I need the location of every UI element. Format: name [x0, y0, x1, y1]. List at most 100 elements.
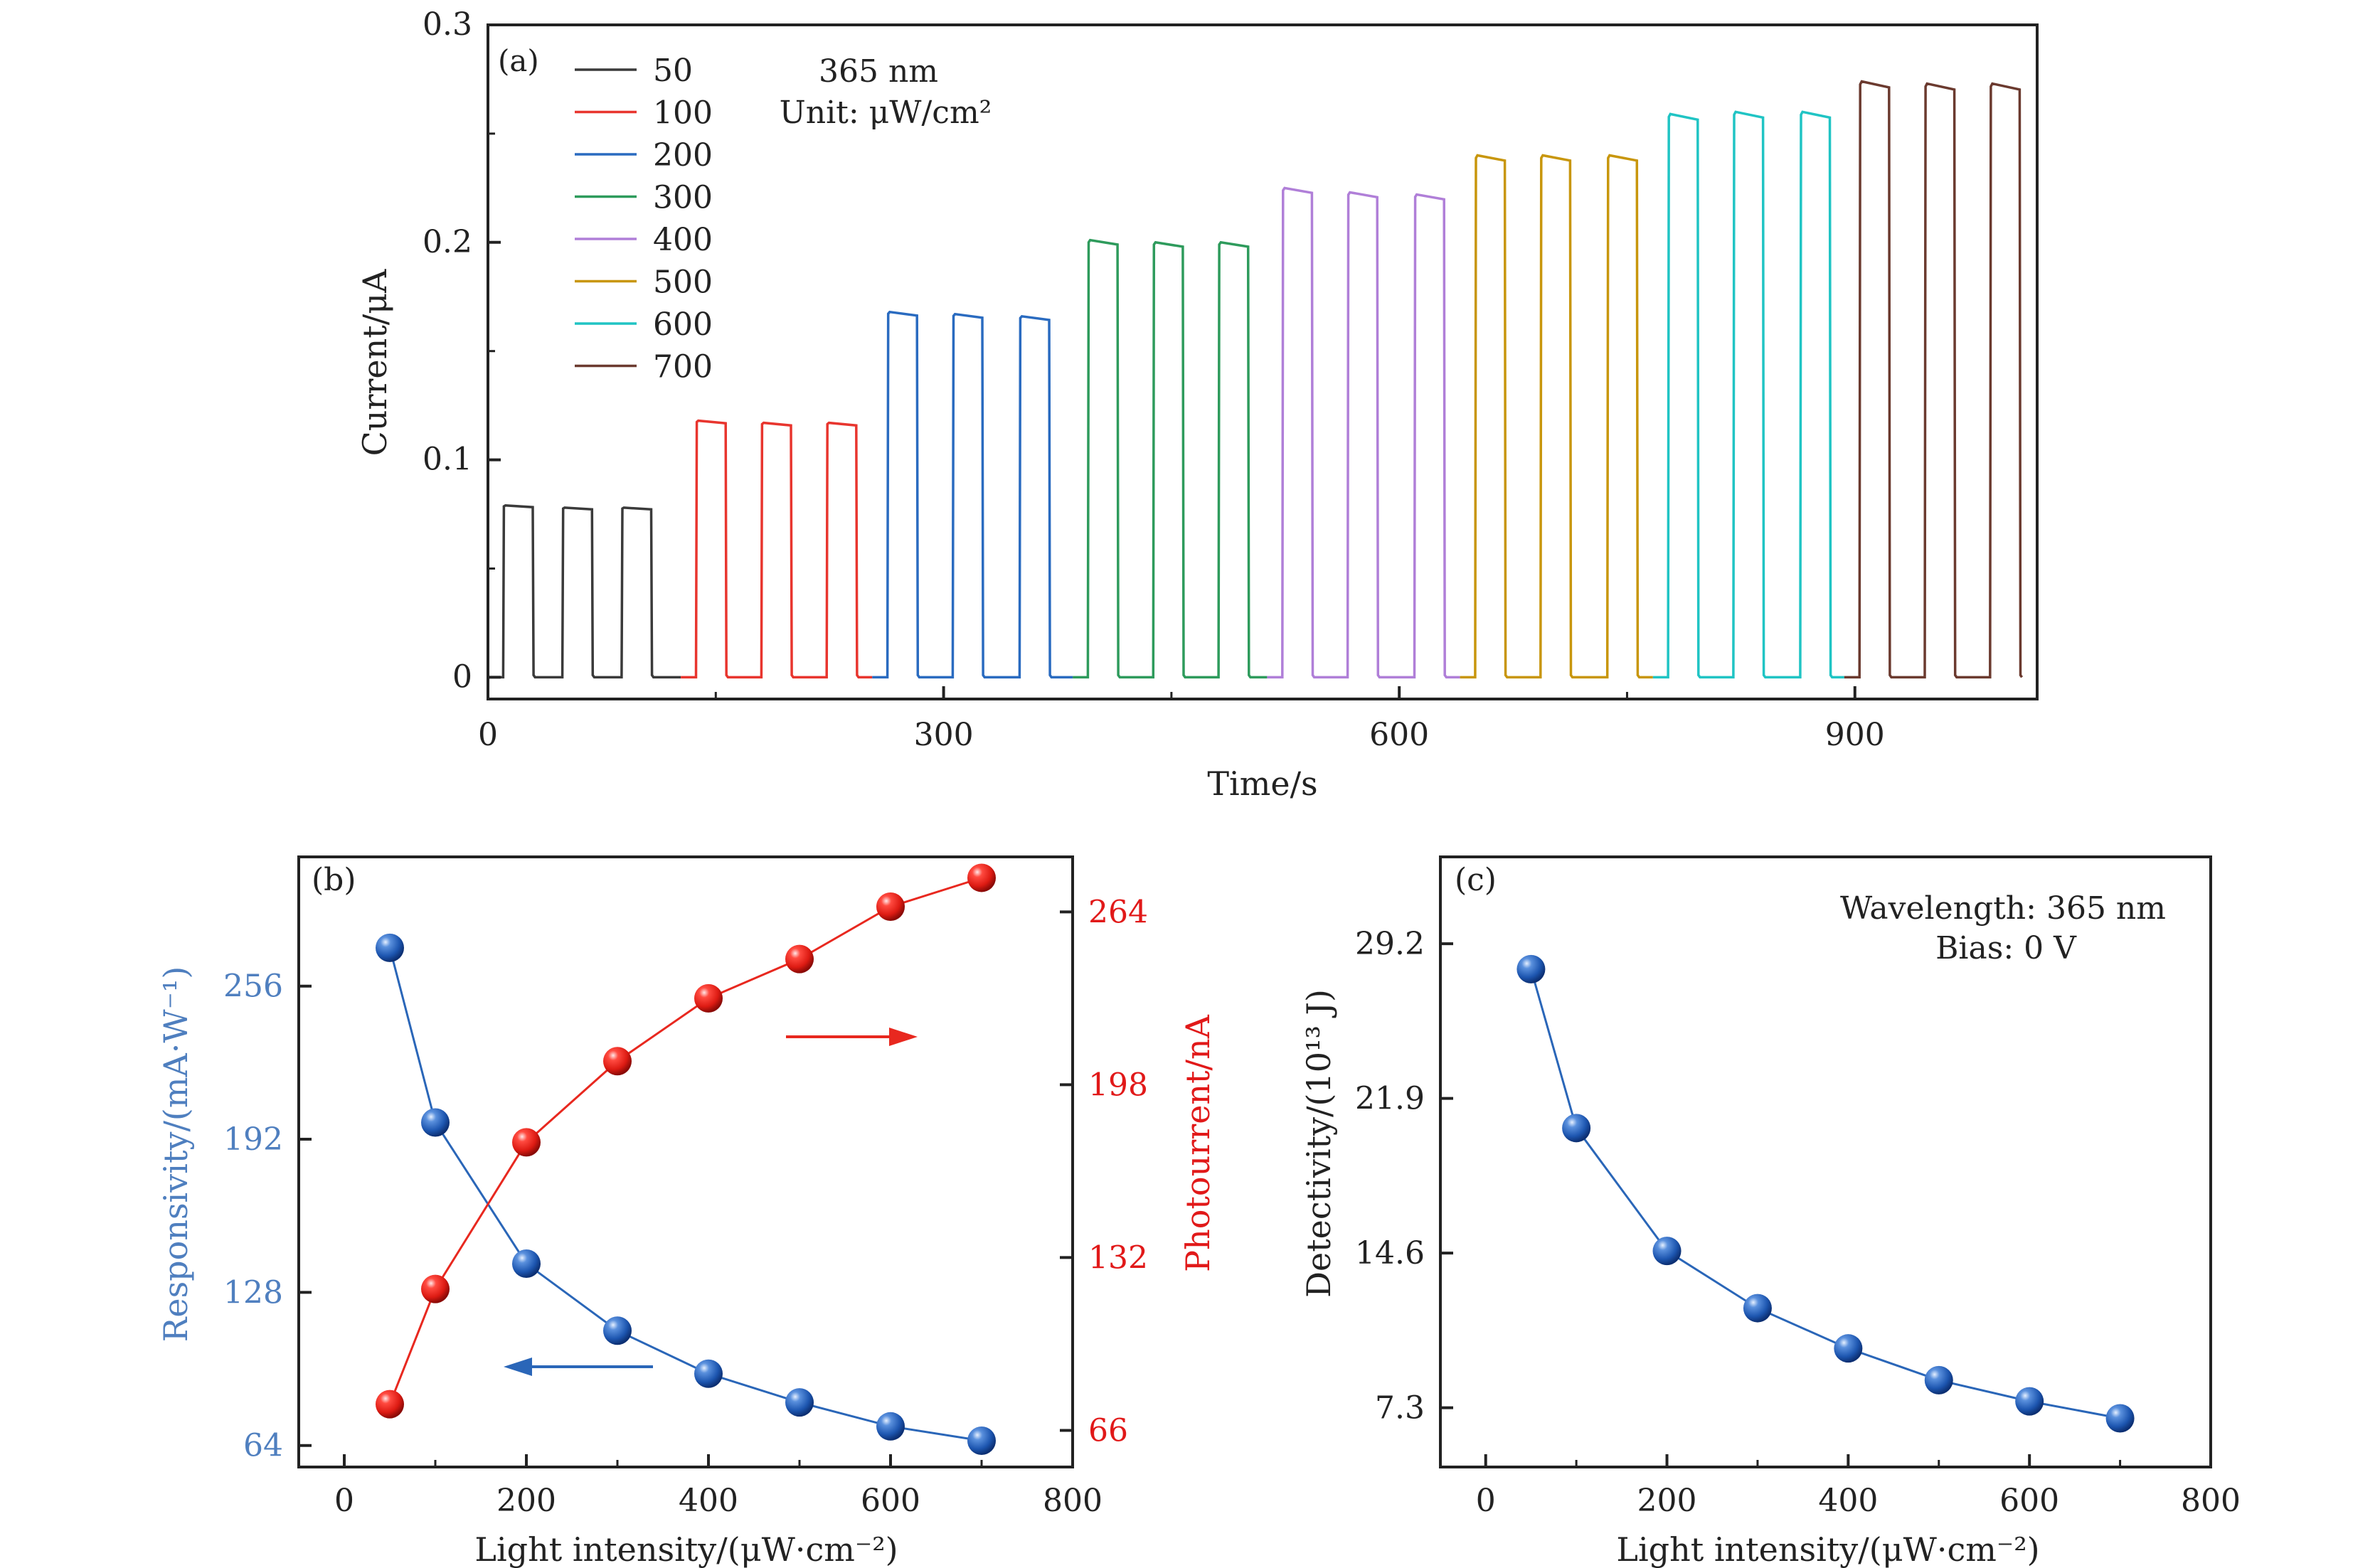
b-right-tick-label-132: 132	[1088, 1239, 1148, 1276]
panel-c-label: (c)	[1455, 862, 1497, 898]
panel-b-right-axis-label: Photourrent/nA	[1179, 1014, 1217, 1272]
b-right-tick-label-66: 66	[1088, 1412, 1128, 1449]
panel-a-legend: 50 100 200 300 400 500 600 700	[575, 53, 713, 385]
y-tick-label-0.2: 0.2	[423, 224, 472, 260]
c-point-600	[2015, 1387, 2044, 1416]
panel-c-annotation-bias: Bias: 0 V	[1935, 930, 2077, 966]
b-series-line-left	[388, 947, 982, 1442]
series-line-300	[1073, 238, 1268, 679]
panel-b-x-axis-label: Light intensity/(μW·cm⁻²)	[474, 1530, 898, 1568]
legend-label-50: 50	[653, 53, 693, 89]
y-tick-label-0.3: 0.3	[423, 6, 472, 43]
panel-b-plot-area	[376, 863, 996, 1455]
b-point-right-400	[694, 983, 723, 1013]
series-line-100	[681, 419, 873, 679]
right-arrow	[786, 1028, 918, 1046]
b-left-tick-label-64: 64	[243, 1428, 283, 1464]
b-point-right-50	[376, 1390, 404, 1419]
panel-b-ticks: 0 200 400 600 800 64 128 192 256 66 132 198 264	[223, 894, 1148, 1519]
panel-a-y-axis-label: Current/μA	[356, 269, 394, 457]
panel-c-plot-area	[1516, 954, 2135, 1433]
b-point-right-600	[876, 892, 905, 921]
c-x-tick-label-400: 400	[1818, 1483, 1878, 1519]
c-point-200	[1652, 1237, 1682, 1266]
legend-label-400: 400	[653, 222, 713, 258]
panel-a-annotation-unit: Unit: μW/cm²	[780, 95, 992, 131]
series-line-500	[1460, 154, 1653, 679]
b-point-left-600	[876, 1412, 905, 1441]
c-point-300	[1743, 1294, 1772, 1323]
legend-label-700: 700	[653, 349, 713, 385]
c-x-tick-label-200: 200	[1637, 1483, 1697, 1519]
legend-label-100: 100	[653, 95, 713, 132]
x-tick-label-600: 600	[1369, 717, 1429, 753]
y-tick-label-0: 0	[452, 658, 472, 695]
panel-c-ticks: 0 200 400 600 800 7.3 14.6 21.9 29.2	[1355, 926, 2241, 1519]
x-tick-label-900: 900	[1825, 717, 1885, 753]
b-right-tick-label-264: 264	[1088, 894, 1148, 930]
c-point-700	[2105, 1404, 2135, 1433]
c-point-500	[1924, 1365, 1953, 1394]
panel-c-frame	[1439, 855, 2212, 1468]
panel-a-frame	[487, 23, 2039, 700]
series-line-200	[872, 310, 1073, 679]
panel-a-plot-area	[488, 80, 2024, 679]
c-x-tick-label-800: 800	[2181, 1483, 2241, 1519]
c-series-line	[1529, 969, 2120, 1419]
b-x-tick-label-600: 600	[861, 1483, 920, 1519]
b-series-line-right	[388, 877, 982, 1405]
x-tick-label-300: 300	[914, 717, 974, 753]
legend-label-200: 200	[653, 137, 713, 174]
b-x-tick-label-0: 0	[334, 1483, 354, 1519]
panel-c-x-axis-label: Light intensity/(μW·cm⁻²)	[1616, 1530, 2039, 1568]
b-point-right-300	[603, 1047, 632, 1076]
left-arrow	[504, 1358, 653, 1376]
b-x-tick-label-200: 200	[496, 1483, 556, 1519]
b-point-left-100	[421, 1108, 450, 1137]
b-point-right-700	[967, 863, 996, 892]
panel-a-annotation-wavelength: 365 nm	[819, 53, 938, 90]
b-point-left-300	[603, 1316, 632, 1345]
b-left-tick-label-192: 192	[223, 1121, 283, 1158]
b-right-tick-label-198: 198	[1088, 1067, 1148, 1103]
x-tick-label-0: 0	[478, 717, 498, 753]
b-point-left-200	[512, 1249, 541, 1278]
legend-label-600: 600	[653, 306, 713, 343]
series-line-600	[1652, 110, 1844, 679]
b-point-right-100	[421, 1274, 450, 1303]
b-point-left-700	[967, 1426, 996, 1455]
b-point-right-200	[512, 1128, 541, 1157]
panel-c-chart: 0 200 400 600 800 7.3 14.6 21.9 29.2 (c) Wavelen…	[1300, 855, 2241, 1568]
panel-b-left-axis-label: Responsivity/(mA·W⁻¹)	[156, 966, 195, 1343]
b-left-tick-label-256: 256	[223, 969, 283, 1005]
b-x-tick-label-800: 800	[1043, 1483, 1103, 1519]
legend-label-500: 500	[653, 265, 713, 301]
b-left-tick-label-128: 128	[223, 1274, 283, 1311]
c-point-100	[1562, 1114, 1591, 1143]
series-line-700	[1844, 80, 2024, 679]
series-line-400	[1267, 186, 1460, 679]
panel-c-annotation-wavelength: Wavelength: 365 nm	[1840, 890, 2166, 927]
c-y-tick-label-21.9: 21.9	[1355, 1081, 1425, 1117]
panel-a-label: (a)	[498, 43, 539, 78]
b-point-right-500	[785, 944, 814, 974]
c-y-tick-label-14.6: 14.6	[1355, 1235, 1425, 1271]
b-point-left-400	[694, 1359, 723, 1388]
c-point-400	[1834, 1334, 1863, 1363]
c-point-50	[1516, 954, 1546, 983]
panel-b-frame	[297, 855, 1074, 1468]
b-point-left-50	[376, 933, 404, 962]
c-x-tick-label-0: 0	[1476, 1483, 1496, 1519]
b-x-tick-label-400: 400	[679, 1483, 738, 1519]
c-x-tick-label-600: 600	[1999, 1483, 2059, 1519]
panel-c-y-axis-label: Detectivity/(10¹³ J)	[1300, 989, 1338, 1298]
legend-label-300: 300	[653, 180, 713, 216]
c-y-tick-label-29.2: 29.2	[1355, 926, 1425, 962]
panel-a-x-axis-label: Time/s	[1207, 764, 1317, 803]
series-line-50	[488, 504, 681, 679]
b-point-left-500	[785, 1388, 814, 1417]
c-y-tick-label-7.3: 7.3	[1375, 1390, 1425, 1426]
